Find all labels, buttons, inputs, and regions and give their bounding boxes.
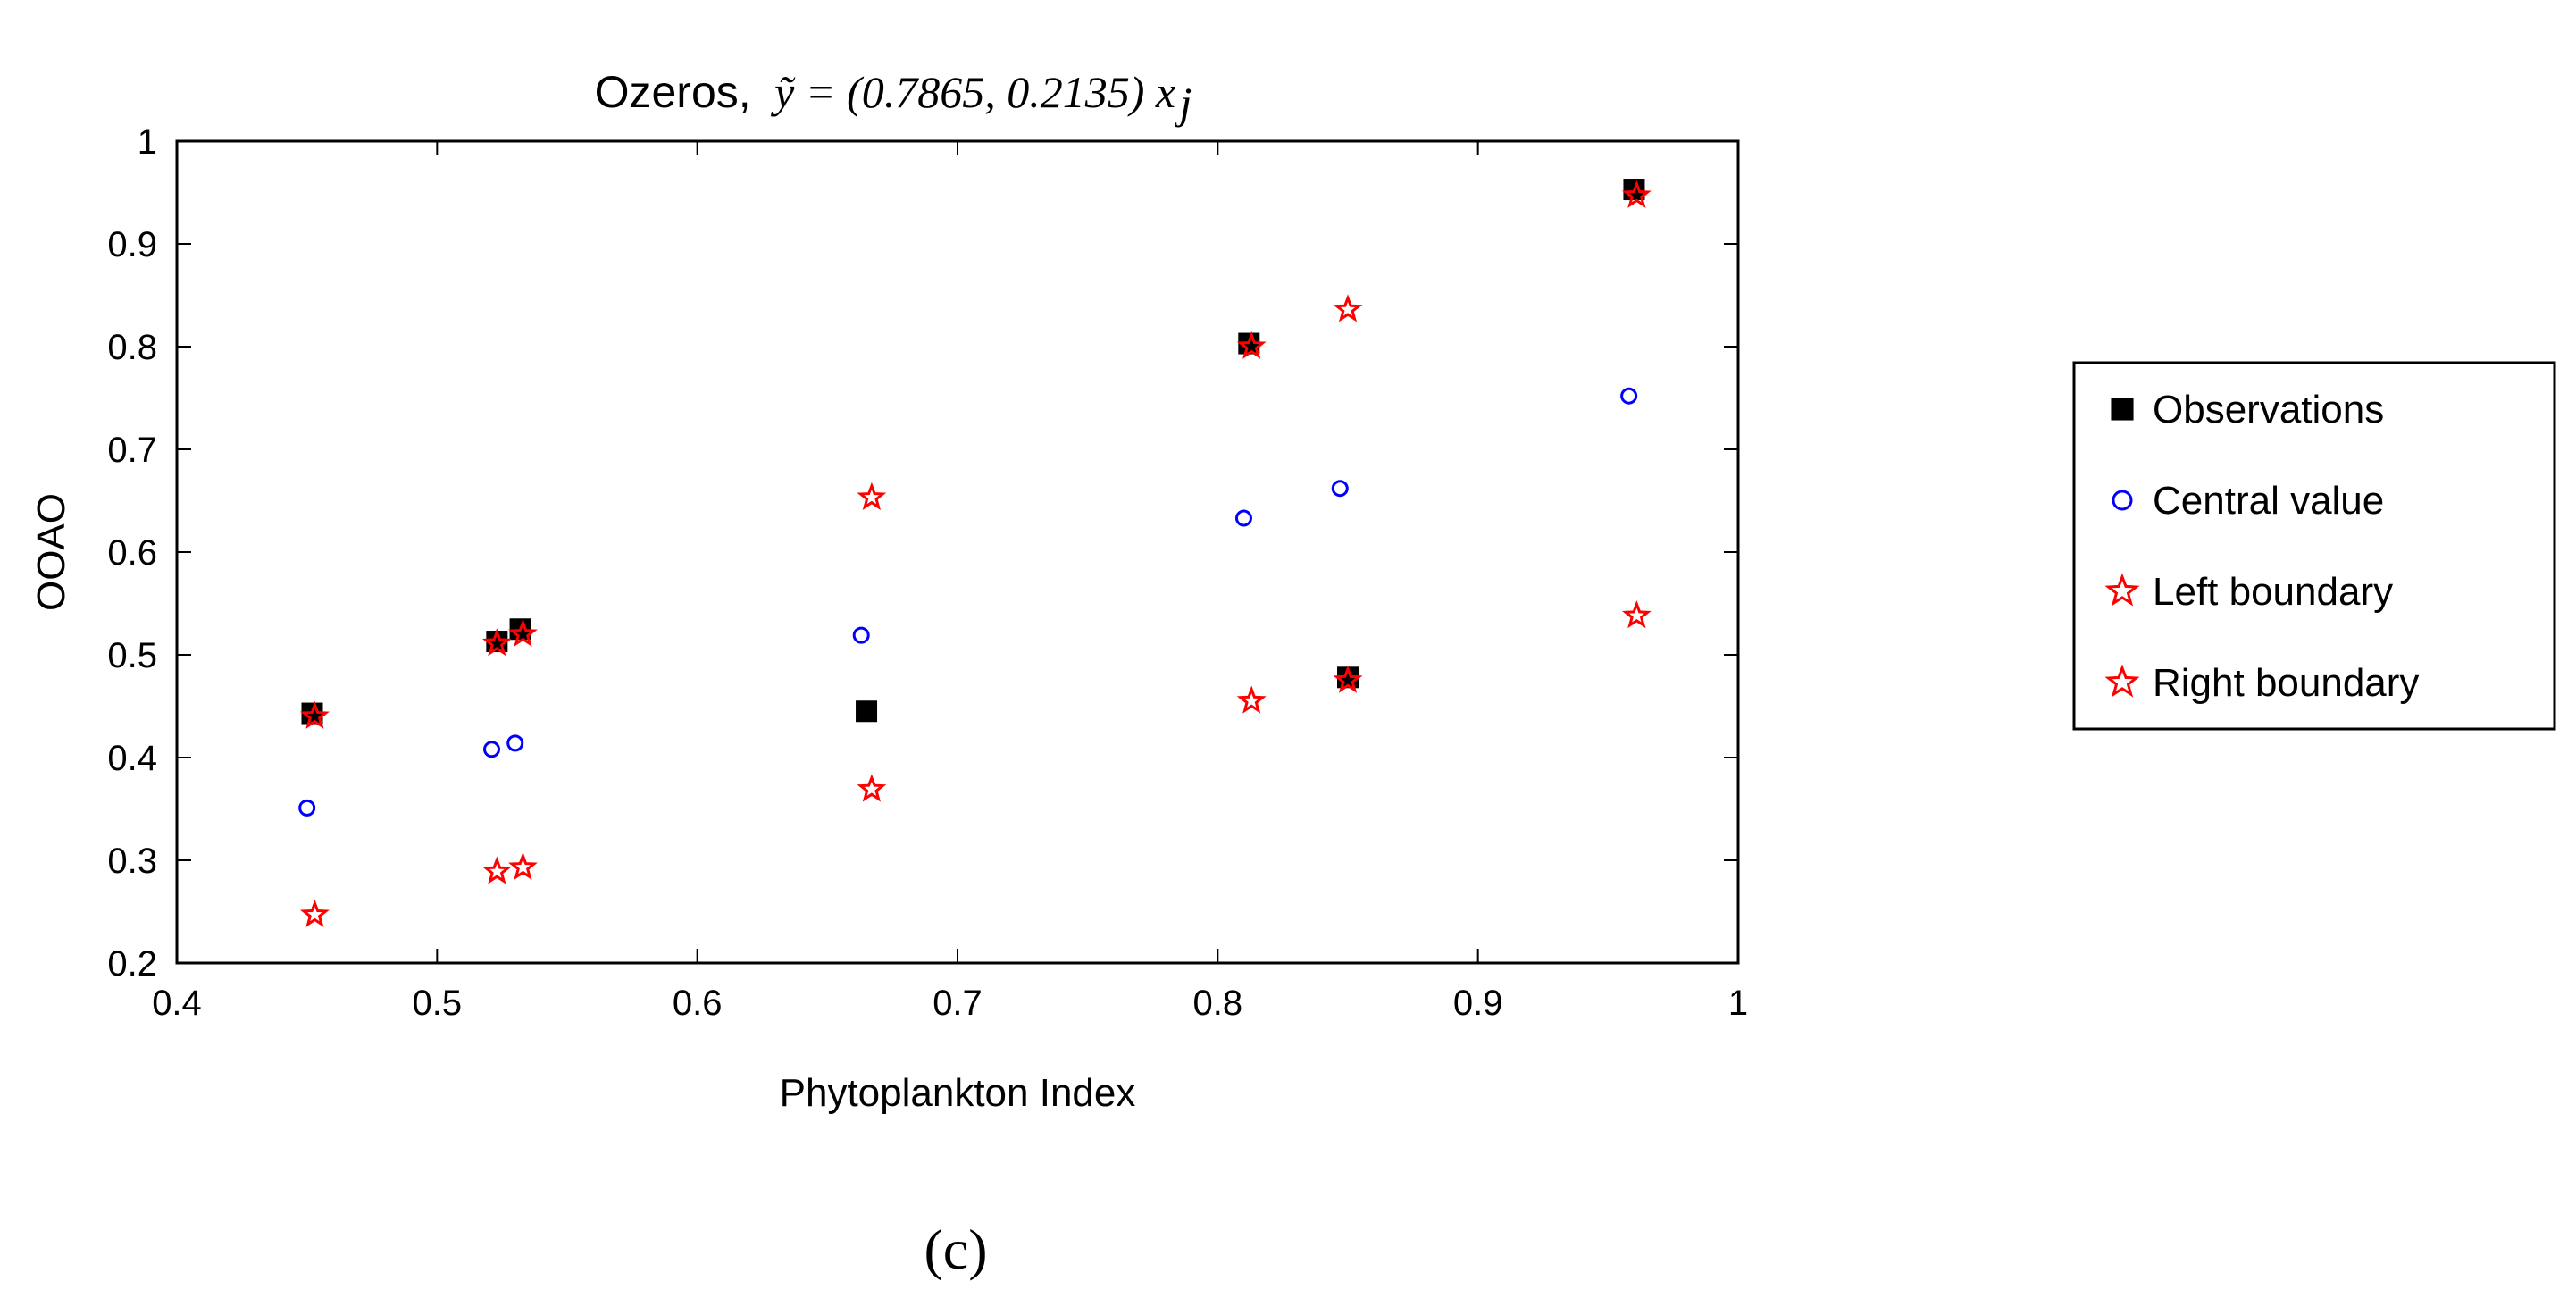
legend-box (2072, 361, 2556, 731)
data-point (508, 851, 538, 881)
legend-label: Central value (2153, 479, 2384, 523)
chart-title-equation: ỹ = (0.7865, 0.2135) x (770, 67, 1175, 117)
series-central-value (298, 387, 1638, 817)
legend-marker (2104, 664, 2140, 698)
chart-title-prefix: Ozeros, (595, 67, 751, 117)
data-point (1331, 480, 1349, 498)
axis-ticks: 0.4 0.5 0.6 0.7 0.8 0.9 1 0.2 0.3 0.4 0.5 0.6 0.7 0.8… (107, 122, 1748, 1023)
y-tick-label: 0.9 (107, 225, 157, 264)
legend-label: Left boundary (2153, 570, 2393, 614)
x-tick-label: 0.9 (1453, 984, 1503, 1023)
x-tick-label: 0.6 (673, 984, 723, 1023)
y-tick-label: 0.5 (107, 636, 157, 675)
legend-marker (2104, 573, 2140, 607)
legend-item: Observations (2111, 388, 2384, 431)
x-axis-label: Phytoplankton Index (780, 1071, 1136, 1115)
y-tick-label: 1 (138, 122, 157, 162)
data-point (857, 774, 887, 802)
data-point (483, 741, 501, 758)
x-tick-label: 1 (1728, 984, 1748, 1023)
data-point (1620, 387, 1638, 405)
data-point (857, 482, 887, 511)
series-right-boundary (299, 180, 1652, 729)
data-point (299, 700, 330, 729)
x-tick-label: 0.8 (1193, 984, 1243, 1023)
data-point (508, 618, 538, 647)
figure-caption: (c) (924, 1218, 987, 1281)
legend-label: Observations (2153, 388, 2384, 431)
data-point (852, 626, 870, 644)
data-point (481, 856, 512, 884)
legend-item: Right boundary (2104, 661, 2419, 705)
data-point (1333, 294, 1363, 322)
data-point (299, 899, 330, 927)
y-tick-label: 0.8 (107, 328, 157, 367)
legend: Observations Central value Left boundary Ri… (2072, 361, 2556, 731)
y-tick-label: 0.3 (107, 842, 157, 881)
y-tick-label: 0.6 (107, 533, 157, 573)
data-point (1236, 685, 1267, 714)
x-tick-label: 0.5 (413, 984, 463, 1023)
y-axis-label: OOAO (29, 493, 73, 611)
data-point (1621, 180, 1652, 208)
data-point (1333, 665, 1363, 693)
data-point (1236, 331, 1267, 359)
data-point (506, 734, 524, 752)
x-tick-label: 0.7 (933, 984, 983, 1023)
legend-marker (2111, 398, 2134, 421)
data-point (481, 628, 512, 657)
chart-title-subscript: j (1175, 78, 1192, 128)
legend-marker (2112, 490, 2133, 511)
plot-area (175, 139, 1740, 965)
y-tick-label: 0.2 (107, 944, 157, 984)
data-point (1234, 509, 1252, 527)
data-point (856, 700, 878, 723)
data-point (1621, 600, 1652, 629)
legend-item: Left boundary (2104, 570, 2393, 614)
series-left-boundary (299, 600, 1652, 927)
legend-label: Right boundary (2153, 661, 2419, 705)
chart-title: Ozeros, ỹ = (0.7865, 0.2135) x j (595, 67, 1192, 128)
y-tick-label: 0.7 (107, 431, 157, 470)
data-point (298, 799, 316, 817)
y-tick-label: 0.4 (107, 739, 157, 778)
x-tick-label: 0.4 (152, 984, 202, 1023)
data-points (298, 179, 1652, 927)
legend-item: Central value (2112, 479, 2384, 523)
